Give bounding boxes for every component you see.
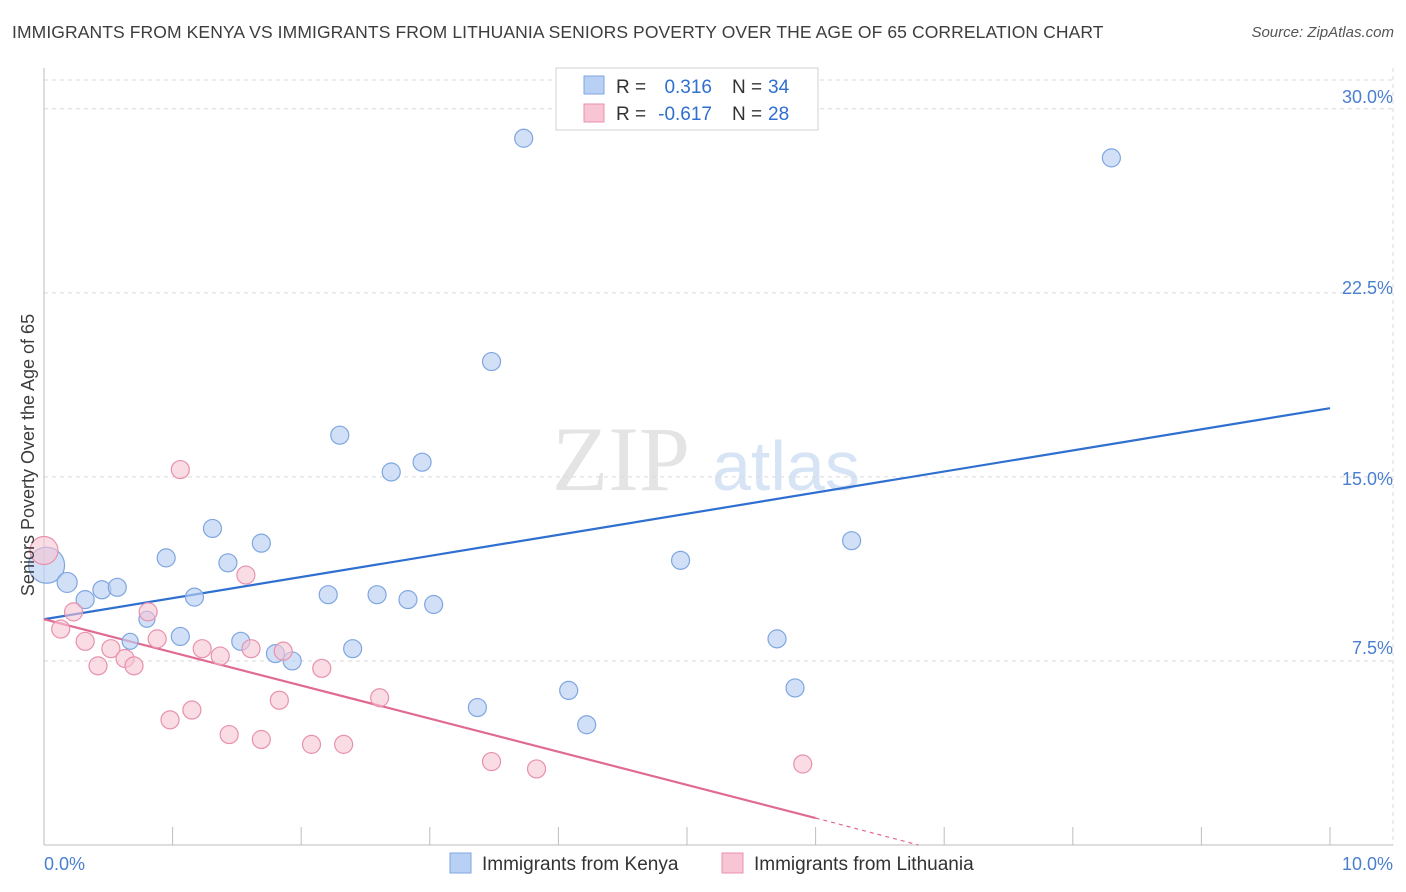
watermark-atlas: atlas bbox=[712, 427, 860, 505]
bottom-legend-swatch-kenya bbox=[449, 852, 472, 874]
data-point-lithuania bbox=[101, 639, 121, 659]
data-point-lithuania bbox=[192, 639, 212, 659]
x-tick-label-max: 10.0% bbox=[1342, 854, 1393, 874]
data-point-lithuania bbox=[147, 629, 167, 649]
axes bbox=[43, 68, 1393, 846]
bottom-legend-swatch-lithuania bbox=[721, 852, 744, 874]
data-point-kenya bbox=[56, 571, 78, 594]
data-point-lithuania bbox=[236, 565, 256, 585]
data-point-kenya bbox=[75, 590, 95, 610]
data-point-lithuania bbox=[269, 690, 289, 710]
data-point-kenya bbox=[184, 587, 205, 607]
data-point-lithuania bbox=[312, 658, 332, 678]
trend-line-lithuania bbox=[43, 618, 816, 820]
bottom-legend-label-kenya: Immigrants from Kenya bbox=[482, 854, 679, 875]
data-point-lithuania bbox=[29, 535, 59, 566]
data-point-lithuania bbox=[334, 734, 354, 754]
data-point-lithuania bbox=[88, 656, 108, 676]
data-point-kenya bbox=[318, 585, 338, 605]
source-credit: Source: ZipAtlas.com bbox=[1251, 24, 1394, 41]
data-point-kenya bbox=[381, 462, 401, 482]
data-point-lithuania bbox=[793, 754, 813, 774]
data-point-lithuania bbox=[138, 602, 158, 622]
y-tick-label: 22.5% bbox=[1342, 278, 1393, 298]
legend-r-value-kenya: 0.316 bbox=[664, 77, 712, 98]
data-point-kenya bbox=[559, 680, 579, 701]
legend-n-label-lithuania: N = bbox=[732, 104, 762, 125]
data-point-lithuania bbox=[170, 459, 190, 480]
data-point-lithuania bbox=[301, 734, 322, 754]
data-point-kenya bbox=[202, 518, 223, 539]
data-point-lithuania bbox=[51, 619, 71, 639]
data-point-kenya bbox=[767, 629, 787, 649]
data-point-lithuania bbox=[481, 751, 502, 772]
legend-n-value-kenya: 34 bbox=[768, 77, 790, 98]
data-point-kenya bbox=[1101, 148, 1121, 168]
bottom-legend-label-lithuania: Immigrants from Lithuania bbox=[754, 854, 974, 875]
data-point-kenya bbox=[842, 531, 862, 551]
legend-r-label-kenya: R = bbox=[616, 77, 646, 98]
series-kenya bbox=[27, 128, 1121, 735]
legend-n-label-kenya: N = bbox=[732, 77, 762, 98]
series-legend: Immigrants from Kenya Immigrants from Li… bbox=[449, 852, 974, 875]
trend-line-lithuania-extension bbox=[815, 817, 919, 846]
data-point-kenya bbox=[670, 550, 691, 570]
data-point-lithuania bbox=[251, 729, 271, 750]
legend-swatch-kenya bbox=[583, 75, 605, 95]
data-point-kenya bbox=[330, 425, 350, 445]
y-tick-label: 7.5% bbox=[1352, 638, 1393, 658]
watermark: ZIP atlas bbox=[552, 408, 860, 510]
data-point-lithuania bbox=[219, 724, 239, 745]
legend-r-label-lithuania: R = bbox=[616, 104, 646, 125]
data-point-lithuania bbox=[75, 631, 95, 651]
data-point-kenya bbox=[156, 548, 176, 568]
data-point-kenya bbox=[398, 590, 418, 610]
data-point-lithuania bbox=[160, 710, 180, 730]
data-point-lithuania bbox=[182, 700, 202, 720]
data-point-lithuania bbox=[273, 641, 293, 661]
data-point-kenya bbox=[467, 697, 487, 718]
y-tick-label: 15.0% bbox=[1342, 469, 1393, 489]
trend-line-kenya bbox=[43, 407, 1331, 621]
data-point-kenya bbox=[424, 594, 444, 615]
legend-swatch-lithuania bbox=[583, 103, 605, 123]
data-point-kenya bbox=[121, 632, 139, 650]
data-point-kenya bbox=[785, 678, 805, 698]
watermark-zip: ZIP bbox=[552, 408, 690, 510]
data-point-lithuania bbox=[63, 602, 84, 622]
data-point-lithuania bbox=[370, 688, 390, 708]
data-point-kenya bbox=[367, 585, 387, 605]
x-tick-label-min: 0.0% bbox=[44, 854, 85, 874]
stats-legend: R = 0.316 N = 34 R = -0.617 N = 28 bbox=[555, 67, 819, 131]
y-tick-label: 30.0% bbox=[1342, 87, 1393, 107]
data-point-kenya bbox=[218, 553, 238, 573]
data-point-kenya bbox=[170, 626, 190, 647]
chart-title: IMMIGRANTS FROM KENYA VS IMMIGRANTS FROM… bbox=[12, 22, 1104, 42]
data-point-kenya bbox=[343, 639, 363, 659]
data-point-kenya bbox=[412, 452, 432, 472]
data-point-lithuania bbox=[241, 639, 261, 659]
data-point-lithuania bbox=[210, 646, 230, 666]
legend-r-value-lithuania: -0.617 bbox=[658, 104, 712, 125]
y-axis-label: Seniors Poverty Over the Age of 65 bbox=[18, 314, 38, 596]
data-point-lithuania bbox=[124, 656, 144, 676]
data-point-kenya bbox=[251, 533, 271, 553]
data-point-kenya bbox=[481, 351, 502, 372]
data-point-kenya bbox=[107, 577, 127, 597]
data-point-lithuania bbox=[526, 759, 547, 779]
legend-n-value-lithuania: 28 bbox=[768, 104, 789, 125]
data-point-kenya bbox=[577, 715, 597, 735]
series-lithuania bbox=[29, 459, 813, 779]
data-point-kenya bbox=[514, 128, 534, 148]
trend-lines bbox=[43, 407, 1331, 846]
